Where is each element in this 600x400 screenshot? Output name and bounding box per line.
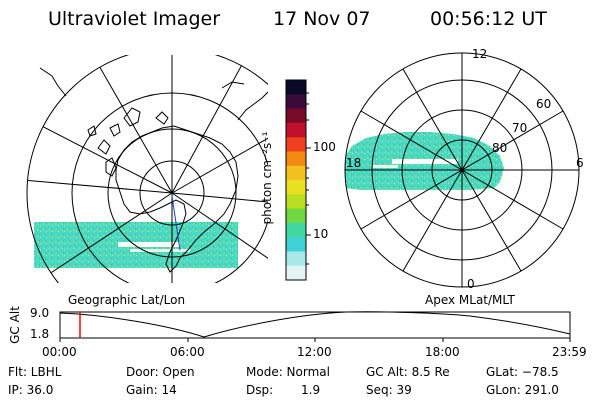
altitude-frame	[59, 311, 571, 339]
info-dsp-value: 1.9	[301, 383, 321, 397]
altitude-xtick-4: 23:59	[552, 345, 587, 359]
coastline	[39, 67, 268, 273]
colorbar-swatch	[286, 265, 306, 281]
mlt-label-12: 12	[472, 47, 488, 61]
info-gain: Gain: 14	[126, 383, 177, 397]
info-ip: IP: 36.0	[8, 383, 54, 397]
colorbar-swatch	[286, 251, 306, 267]
altitude-ylabel: GC Alt	[7, 306, 22, 344]
right-panel-caption: Apex MLat/MLT	[425, 293, 515, 307]
altitude-ytick-low: 1.8	[30, 327, 50, 341]
right-auroral-image	[345, 132, 504, 190]
colorbar-swatch	[286, 108, 306, 124]
magnetic-polar-plot	[344, 52, 580, 288]
lat-label-60: 60	[536, 97, 552, 111]
instrument-title: Ultraviolet Imager	[48, 8, 221, 30]
satellite-track	[171, 195, 181, 251]
altitude-xtick-1: 06:00	[170, 345, 205, 359]
info-mode: Mode: Normal	[246, 365, 330, 379]
info-door: Door: Open	[126, 365, 195, 379]
date-label: 17 Nov 07	[273, 8, 371, 30]
lat-label-80: 80	[492, 141, 508, 155]
colorbar-swatch	[286, 222, 306, 238]
mlt-label-0: 0	[467, 277, 475, 291]
info-gc-alt: GC Alt: 8.5 Re	[366, 365, 450, 379]
altitude-ytick-high: 9.0	[30, 306, 50, 320]
colorbar-swatch	[286, 237, 306, 252]
altitude-xtick-2: 12:00	[297, 345, 332, 359]
colorbar-frame	[285, 79, 307, 281]
altitude-x-ticks	[59, 338, 571, 342]
info-dsp-label: Dsp:	[246, 383, 274, 397]
time-label: 00:56:12 UT	[430, 8, 547, 30]
colorbar-ticks	[306, 92, 311, 265]
altitude-xtick-3: 18:00	[425, 345, 460, 359]
altitude-xtick-0: 00:00	[42, 345, 77, 359]
mlt-label-6: 6	[576, 156, 584, 170]
info-glon: GLon: 291.0	[486, 383, 559, 397]
colorbar-swatch	[286, 208, 306, 224]
colorbar-swatch	[286, 165, 306, 181]
left-auroral-image	[34, 222, 238, 268]
colorbar-swatch	[286, 80, 306, 95]
colorbar	[286, 80, 306, 281]
lat-label-70: 70	[512, 121, 528, 135]
colorbar-label: photon cm⁻²s⁻¹	[260, 131, 274, 225]
left-meridians	[27, 55, 268, 283]
altitude-curve	[59, 311, 571, 338]
info-filter: Flt: LBHL	[8, 365, 62, 379]
geographic-map	[26, 55, 268, 283]
colorbar-swatch	[286, 180, 306, 195]
colorbar-swatch	[286, 151, 306, 167]
right-mlt-spokes	[345, 53, 579, 287]
colorbar-tick-100: 100	[313, 140, 336, 154]
info-glat: GLat: −78.5	[486, 365, 559, 379]
left-panel-caption: Geographic Lat/Lon	[68, 293, 186, 307]
info-seq: Seq: 39	[366, 383, 412, 397]
colorbar-swatch	[286, 122, 306, 138]
colorbar-tick-10: 10	[313, 227, 329, 241]
colorbar-swatch	[286, 94, 306, 110]
mlt-label-18: 18	[346, 156, 362, 170]
colorbar-swatch	[286, 137, 306, 152]
colorbar-swatch	[286, 194, 306, 210]
altitude-plot	[59, 311, 571, 342]
